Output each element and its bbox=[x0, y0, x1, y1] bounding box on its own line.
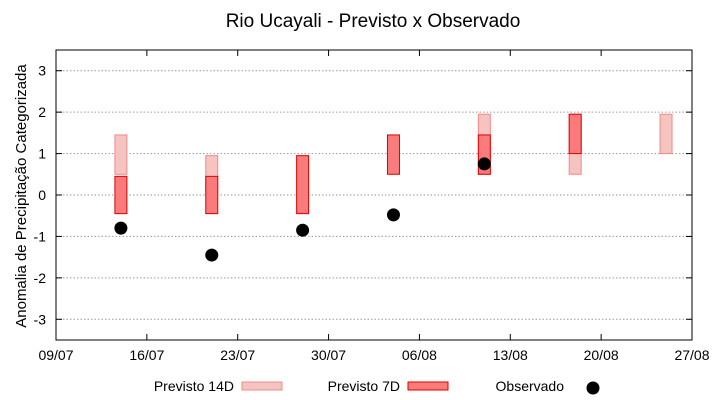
observed-point bbox=[477, 157, 491, 171]
x-tick-label: 06/08 bbox=[402, 347, 437, 363]
range-bar bbox=[114, 175, 128, 215]
chart-title: Rio Ucayali - Previsto x Observado bbox=[226, 11, 521, 32]
y-tick-label: 1 bbox=[38, 146, 46, 162]
x-tick-label: 09/07 bbox=[38, 347, 73, 363]
y-axis-label: Anomalia de Precipitação Categorizada bbox=[13, 64, 30, 328]
legend-label: Previsto 7D bbox=[328, 378, 400, 394]
observed-point bbox=[205, 248, 219, 262]
range-bar bbox=[568, 113, 582, 155]
observed-point bbox=[114, 221, 128, 235]
range-bar bbox=[659, 113, 673, 155]
legend-marker bbox=[586, 381, 600, 395]
observed-point bbox=[296, 223, 310, 237]
y-tick-label: -2 bbox=[34, 270, 47, 286]
y-tick-label: -1 bbox=[34, 228, 47, 244]
legend-swatch bbox=[241, 381, 283, 391]
ticks-layer: -3 -2 -1 0 1 2 3 09/07 16/07 23/07 30/07 06/08 13/08… bbox=[34, 50, 710, 363]
y-tick-label: -3 bbox=[34, 311, 47, 327]
range-bar bbox=[386, 134, 400, 175]
grid-layer bbox=[56, 70, 692, 320]
legend-label: Observado bbox=[496, 378, 565, 394]
x-tick-label: 30/07 bbox=[311, 347, 346, 363]
range-bar bbox=[205, 175, 219, 215]
range-bar bbox=[296, 155, 310, 215]
legend: Previsto 14D Previsto 7D Observado bbox=[154, 378, 600, 395]
points-layer bbox=[114, 157, 491, 262]
observed-point bbox=[386, 208, 400, 222]
x-tick-label: 16/07 bbox=[129, 347, 164, 363]
bars-layer bbox=[114, 113, 673, 215]
y-tick-label: 3 bbox=[38, 63, 46, 79]
legend-label: Previsto 14D bbox=[154, 378, 234, 394]
y-tick-label: 0 bbox=[38, 187, 46, 203]
legend-swatch bbox=[407, 381, 449, 391]
x-tick-label: 27/08 bbox=[674, 347, 709, 363]
range-bar bbox=[114, 134, 128, 175]
x-tick-label: 13/08 bbox=[493, 347, 528, 363]
x-tick-label: 23/07 bbox=[220, 347, 255, 363]
y-tick-label: 2 bbox=[38, 104, 46, 120]
x-tick-label: 20/08 bbox=[584, 347, 619, 363]
